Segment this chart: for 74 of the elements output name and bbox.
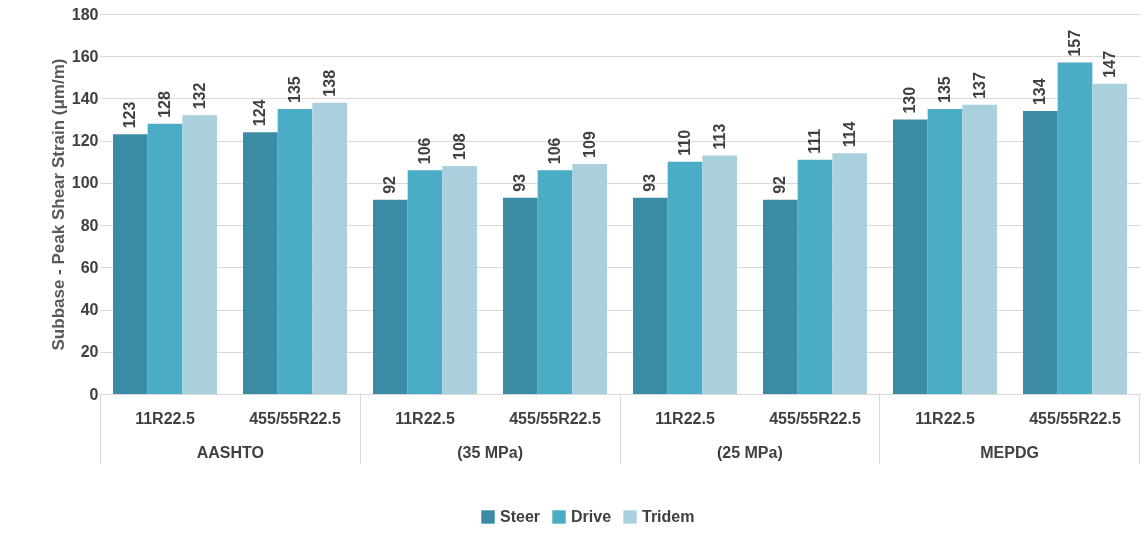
x-tick-label: 455/55R22.5 <box>1029 409 1121 427</box>
bar <box>243 132 278 394</box>
bar <box>633 197 668 394</box>
x-tick-label: 11R22.5 <box>135 409 195 427</box>
bar <box>572 163 607 394</box>
bar <box>702 155 737 394</box>
legend-label: Steer <box>500 508 541 525</box>
x-tick-label: 11R22.5 <box>655 409 715 427</box>
bar <box>1092 83 1127 394</box>
data-label: 106 <box>416 137 433 165</box>
bar <box>832 153 867 394</box>
data-label: 134 <box>1031 78 1049 106</box>
data-label: 106 <box>546 137 563 165</box>
x-tick-label: 455/55R22.5 <box>769 409 861 427</box>
data-label: 130 <box>901 86 919 114</box>
y-tick-label: 20 <box>80 343 99 361</box>
y-tick-label: 180 <box>71 5 99 23</box>
legend-label: Drive <box>571 508 612 525</box>
text: AASHTO <box>196 444 264 461</box>
y-tick-label: 120 <box>71 132 99 150</box>
bar <box>797 159 833 394</box>
text: MEPDG <box>980 444 1039 461</box>
data-label: 92 <box>381 175 399 194</box>
data-label: 128 <box>156 90 173 118</box>
bar <box>442 166 477 394</box>
data-label: 110 <box>676 129 693 156</box>
bar <box>667 161 703 394</box>
data-label: 132 <box>190 82 208 110</box>
x-tick-label: 11R22.5 <box>395 409 455 427</box>
bar <box>962 104 997 394</box>
data-label: 135 <box>936 76 953 103</box>
data-label: 137 <box>970 71 988 99</box>
bar <box>763 199 798 394</box>
bar <box>373 199 408 394</box>
bar <box>407 170 443 394</box>
y-tick-label: 40 <box>80 301 99 319</box>
y-tick-label: 0 <box>89 385 99 403</box>
y-tick-label: 160 <box>71 47 99 65</box>
text: (25 MPa) <box>716 444 783 461</box>
text: (35 MPa) <box>457 444 524 461</box>
y-tick-label: 140 <box>71 89 99 107</box>
y-tick-label: 80 <box>80 216 99 234</box>
data-label: 111 <box>806 128 823 154</box>
y-axis-title: Subbase - Peak Shear Strain (μm/m) <box>48 58 68 351</box>
bar <box>1023 111 1058 394</box>
bar <box>147 123 183 394</box>
data-label: 93 <box>511 173 529 192</box>
bar <box>113 134 148 394</box>
data-label: 92 <box>771 175 789 194</box>
legend-label: Tridem <box>642 508 695 525</box>
bar <box>927 109 963 394</box>
x-tick-label: 11R22.5 <box>915 409 975 427</box>
data-label: 138 <box>320 69 338 97</box>
bar <box>503 197 538 394</box>
bar <box>312 102 347 394</box>
data-label: 135 <box>286 76 303 103</box>
data-label: 93 <box>641 173 659 192</box>
x-tick-label: 455/55R22.5 <box>509 409 601 427</box>
data-label: 157 <box>1066 29 1083 57</box>
bar <box>1057 62 1093 394</box>
x-tick-label: 455/55R22.5 <box>249 409 341 427</box>
y-tick-label: 60 <box>80 258 99 276</box>
y-tick-label: 100 <box>71 174 99 192</box>
data-label: 114 <box>840 121 858 148</box>
data-label: 147 <box>1100 50 1118 78</box>
bar <box>537 170 573 394</box>
bar <box>182 115 217 394</box>
data-label: 108 <box>450 133 468 160</box>
bar <box>277 109 313 394</box>
data-label: 109 <box>580 131 598 158</box>
data-label: 123 <box>121 101 139 129</box>
bar <box>893 119 928 394</box>
data-label: 113 <box>710 123 728 150</box>
data-label: 124 <box>251 99 269 127</box>
